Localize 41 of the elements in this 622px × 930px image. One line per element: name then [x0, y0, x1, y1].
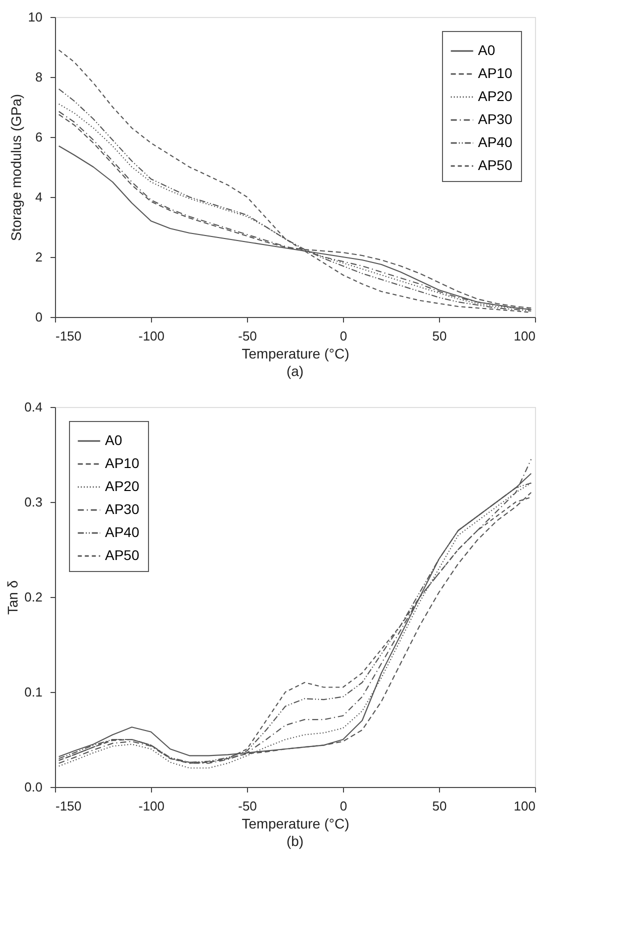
x-tick-label: 100 [514, 798, 536, 814]
text: (b) [286, 833, 304, 849]
x-tick-label: 100 [514, 328, 536, 344]
y-axis-title: Storage modulus (GPa) [8, 94, 24, 242]
y-axis-title: Tan δ [4, 580, 20, 615]
legend-label: AP20 [105, 478, 140, 494]
legend-label: AP40 [105, 524, 140, 540]
y-tick-label: 6 [35, 130, 42, 144]
x-tick-label: -150 [56, 328, 82, 344]
y-tick-label: 10 [28, 10, 42, 24]
y-tick-label: 8 [35, 70, 42, 84]
x-axis-title: Temperature (°C) [242, 816, 350, 832]
legend-label: AP30 [478, 111, 512, 127]
y-tick-label: 0.4 [24, 400, 42, 414]
x-tick-label: 0 [340, 798, 348, 814]
x-tick-label: -100 [138, 798, 165, 814]
y-tick-label: 0.3 [24, 494, 42, 510]
x-tick-label: 0 [340, 328, 348, 344]
legend-label: AP30 [105, 501, 140, 517]
y-tick-label: 0 [35, 310, 42, 324]
x-tick-label: 50 [432, 798, 447, 814]
legend-label: AP40 [478, 134, 512, 150]
legend-label: AP10 [105, 455, 140, 471]
y-tick-label: 0.1 [24, 684, 42, 700]
legend-label: A0 [478, 42, 496, 58]
y-tick-label: 2 [35, 250, 42, 264]
legend-label: AP50 [105, 547, 140, 563]
x-tick-label: -150 [56, 798, 82, 814]
x-tick-label: -100 [138, 328, 165, 344]
y-tick-label: 4 [35, 190, 42, 204]
x-tick-label: 50 [432, 328, 447, 344]
y-tick-label: 0.2 [24, 590, 42, 604]
text: (a) [286, 363, 304, 379]
legend-label: AP20 [478, 88, 512, 104]
x-axis-title: Temperature (°C) [242, 346, 350, 362]
legend-label: AP10 [478, 65, 512, 81]
x-tick-label: -50 [238, 328, 257, 344]
legend-label: A0 [105, 432, 122, 448]
y-tick-label: 0.0 [24, 780, 42, 794]
x-tick-label: -50 [238, 798, 257, 814]
legend-label: AP50 [478, 157, 512, 173]
